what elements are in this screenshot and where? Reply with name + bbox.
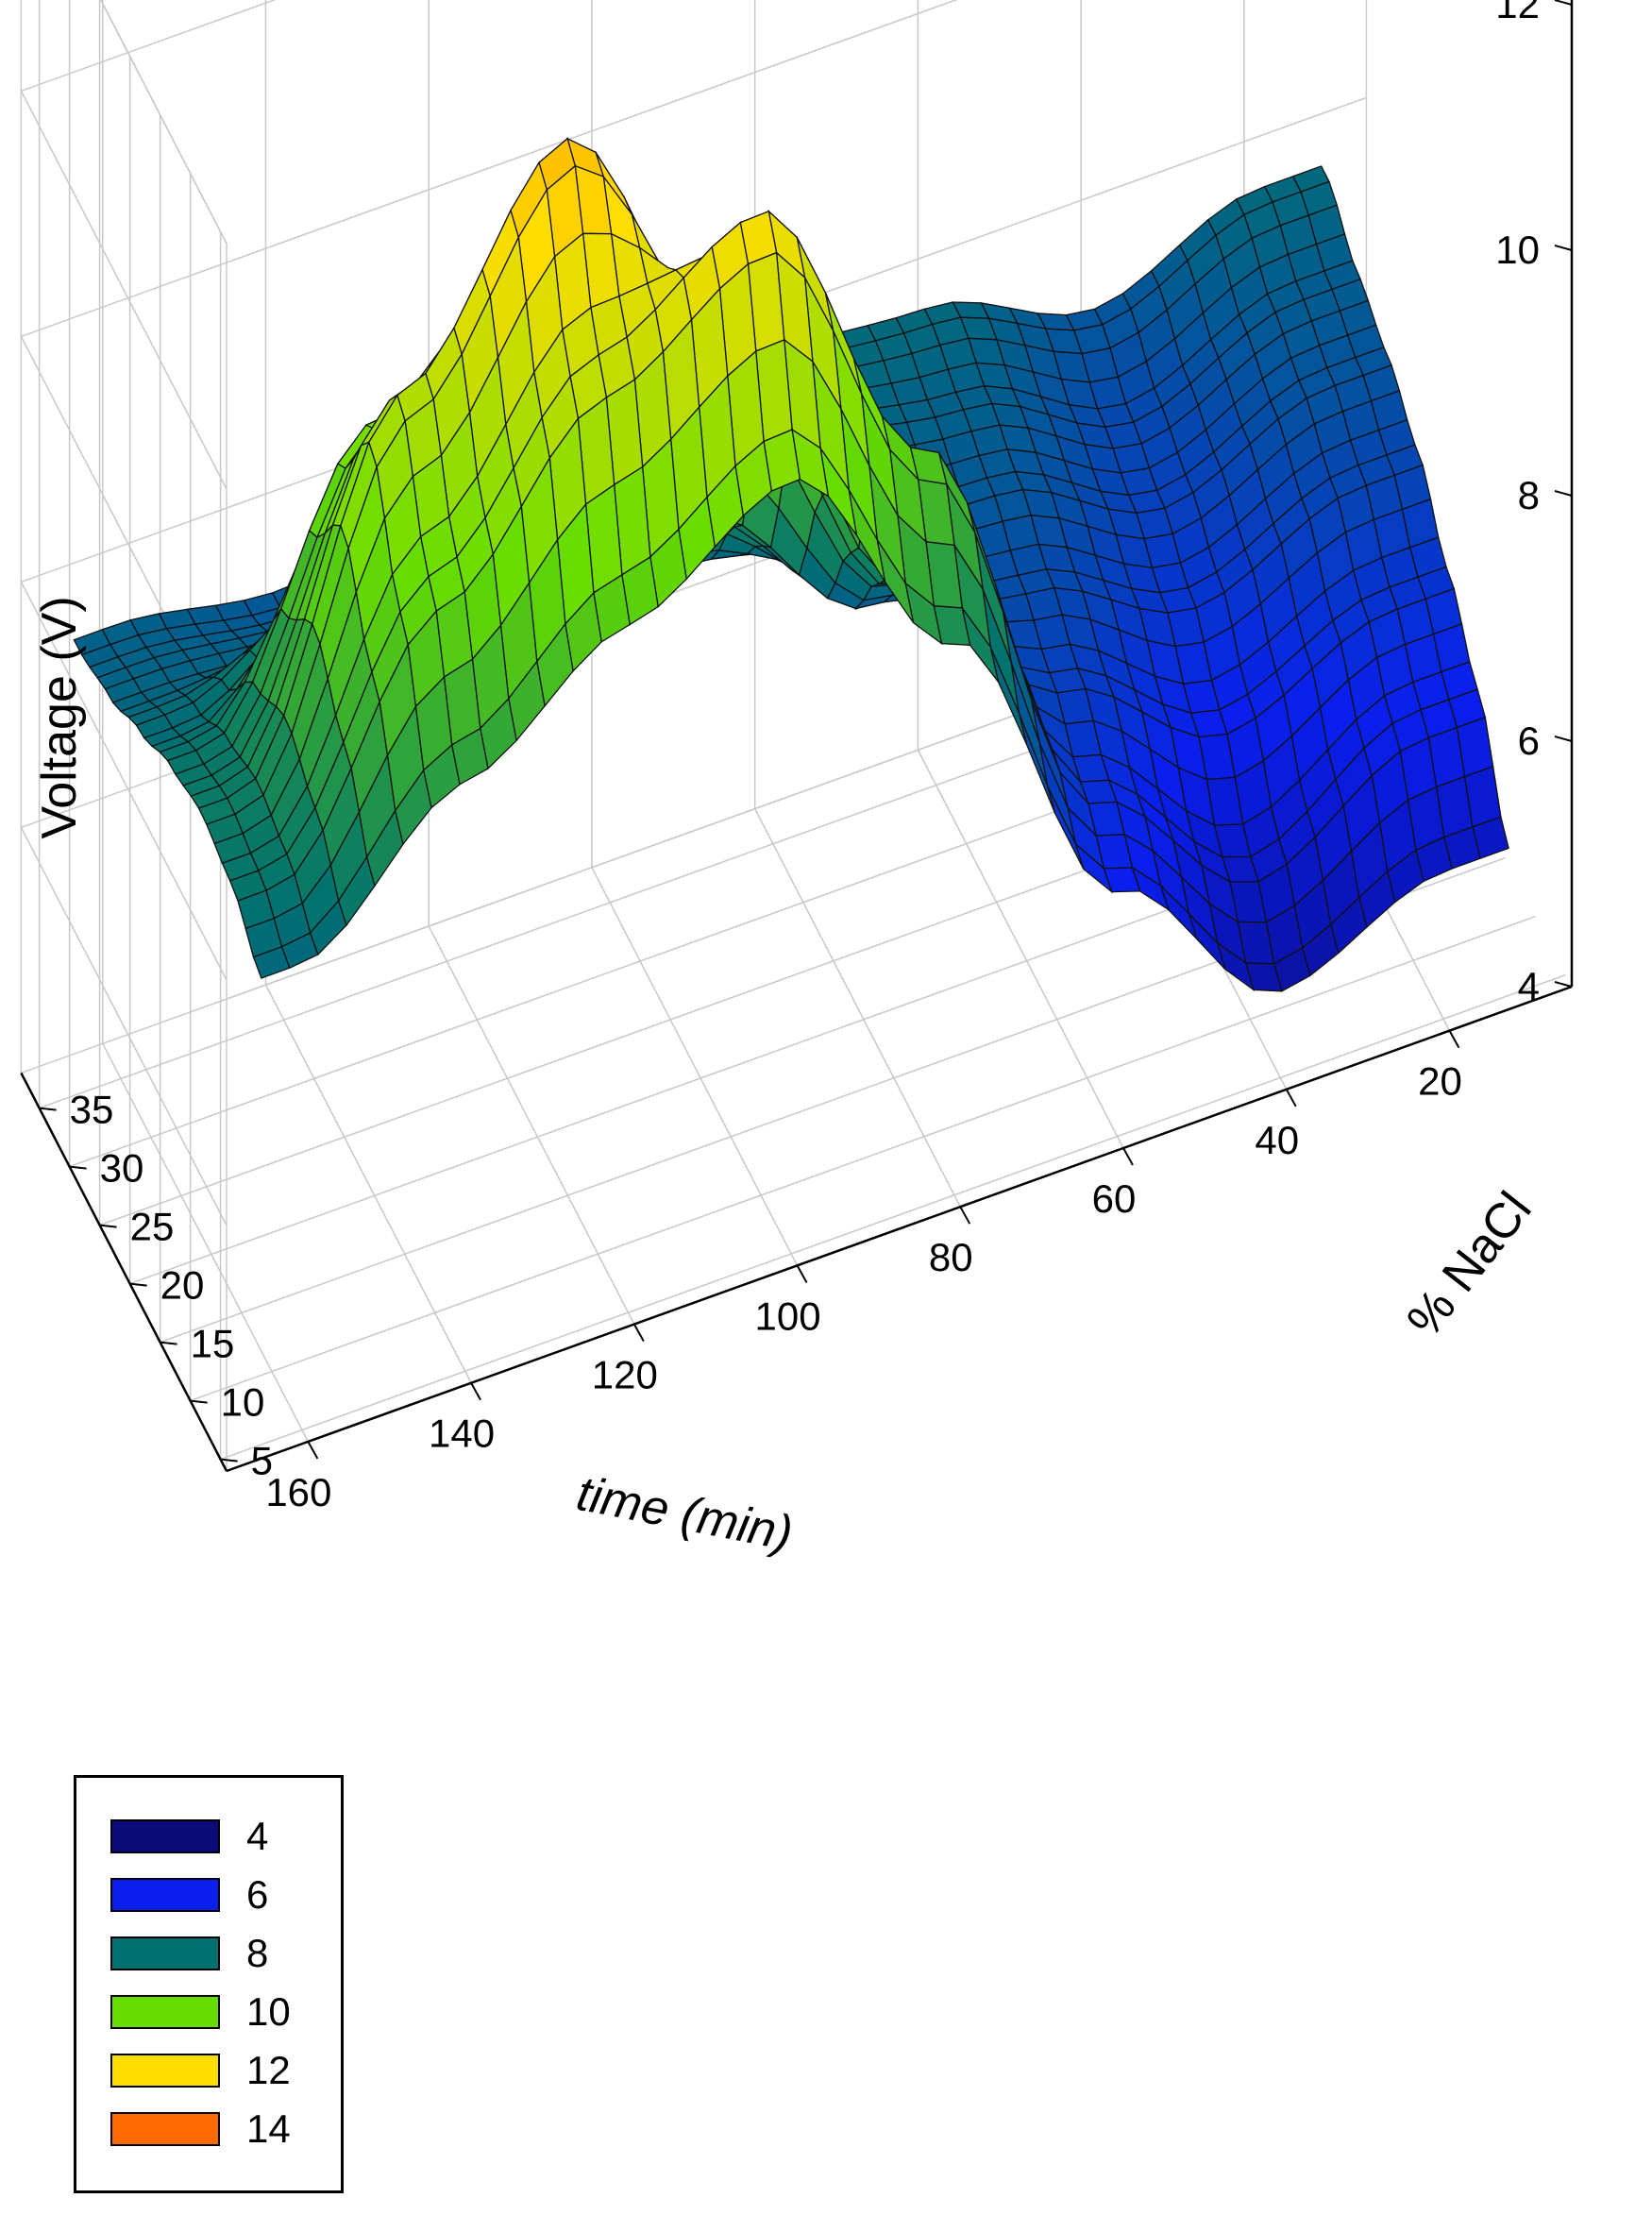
legend-item: 14 bbox=[110, 2106, 291, 2151]
x-tick-mark bbox=[796, 1264, 808, 1283]
surface-cell bbox=[252, 945, 291, 979]
legend-swatch bbox=[110, 2054, 220, 2088]
legend-label: 8 bbox=[246, 1931, 269, 1975]
z-tick-label: 6 bbox=[1518, 719, 1540, 763]
x-tick-label: 120 bbox=[592, 1353, 658, 1397]
z-tick-label: 8 bbox=[1518, 473, 1540, 517]
y-tick-mark bbox=[69, 1165, 87, 1170]
x-axis-line bbox=[226, 985, 1573, 1473]
floor-grid-time bbox=[102, 1042, 310, 1443]
z-tick-mark bbox=[1554, 245, 1573, 251]
y-axis-label: % NaCl bbox=[1396, 1182, 1542, 1347]
y-tick-mark bbox=[190, 1399, 208, 1404]
y-tick-label: 35 bbox=[70, 1088, 114, 1132]
x-tick-label: 160 bbox=[265, 1470, 331, 1514]
legend-label: 10 bbox=[246, 1989, 291, 2034]
legend: 4 6 8 10 12 14 bbox=[74, 1775, 344, 2193]
floor-grid-time bbox=[917, 750, 1124, 1149]
y-tick-label: 25 bbox=[130, 1205, 175, 1249]
x-tick-label: 40 bbox=[1255, 1118, 1299, 1162]
floor-grid-nacl bbox=[190, 915, 1536, 1402]
x-tick-label: 140 bbox=[429, 1412, 495, 1456]
z-tick-label: 4 bbox=[1518, 964, 1540, 1008]
y-tick-mark bbox=[39, 1107, 57, 1111]
legend-swatch bbox=[110, 1995, 220, 2029]
legend-item: 12 bbox=[110, 2048, 291, 2092]
y-tick-mark bbox=[220, 1458, 238, 1463]
z-tick-label: 12 bbox=[1495, 0, 1540, 26]
y-tick-mark bbox=[160, 1341, 177, 1345]
surface-mesh bbox=[73, 137, 1509, 992]
z-tick-mark bbox=[1554, 0, 1573, 6]
x-tick-label: 20 bbox=[1418, 1059, 1462, 1104]
z-tick-mark bbox=[1554, 736, 1573, 742]
legend-label: 14 bbox=[246, 2106, 291, 2151]
x-tick-label: 100 bbox=[755, 1293, 821, 1338]
x-tick-mark bbox=[632, 1324, 645, 1343]
wall-grid-voltage bbox=[21, 0, 277, 93]
y-tick-label: 10 bbox=[221, 1380, 265, 1425]
axis-lines bbox=[20, 0, 1574, 1473]
legend-label: 6 bbox=[246, 1872, 269, 1917]
x-tick-mark bbox=[1285, 1089, 1297, 1108]
floor-grid-time bbox=[428, 925, 635, 1325]
legend-item: 6 bbox=[110, 1872, 268, 1917]
floor-grid-nacl bbox=[220, 973, 1566, 1461]
x-axis-label: time (min) bbox=[572, 1466, 797, 1562]
z-tick-mark bbox=[1554, 981, 1573, 988]
x-tick-label: 60 bbox=[1092, 1176, 1137, 1221]
x-tick-mark bbox=[1448, 1030, 1460, 1049]
legend-item: 8 bbox=[110, 1931, 268, 1975]
wall-grid-voltage bbox=[99, 0, 228, 245]
z-tick-label: 10 bbox=[1495, 228, 1540, 272]
legend-label: 12 bbox=[246, 2048, 291, 2092]
x-tick-label: 80 bbox=[929, 1235, 973, 1279]
y-tick-labels: 5 10 15 20 25 30 35 bbox=[39, 1088, 273, 1483]
y-tick-mark bbox=[99, 1224, 117, 1228]
y-tick-label: 20 bbox=[160, 1263, 205, 1308]
floor-grid-time bbox=[591, 867, 799, 1266]
legend-label: 4 bbox=[246, 1814, 269, 1858]
legend-swatch bbox=[110, 1878, 220, 1912]
y-tick-mark bbox=[129, 1282, 147, 1287]
wall-grid-voltage bbox=[21, 0, 958, 338]
legend-swatch bbox=[110, 1819, 220, 1853]
wall-grid-voltage bbox=[20, 91, 228, 490]
floor-grid-time bbox=[754, 808, 961, 1208]
x-tick-mark bbox=[959, 1206, 971, 1225]
y-tick-label: 30 bbox=[100, 1146, 144, 1191]
y-tick-label: 15 bbox=[191, 1322, 235, 1366]
x-tick-labels: 20 40 60 80 100 120 140 160 bbox=[265, 1030, 1462, 1514]
y-axis-line bbox=[20, 1072, 228, 1472]
x-tick-mark bbox=[307, 1441, 319, 1460]
wall-grid-voltage bbox=[20, 827, 228, 1226]
y-tick-label: 5 bbox=[251, 1439, 273, 1483]
legend-item: 10 bbox=[110, 1989, 291, 2034]
z-axis-label: Voltage (V) bbox=[32, 596, 87, 838]
legend-swatch bbox=[110, 1936, 220, 1970]
x-tick-mark bbox=[470, 1382, 481, 1401]
floor-grid-time bbox=[264, 984, 472, 1384]
legend-item: 4 bbox=[110, 1814, 268, 1858]
legend-swatch bbox=[110, 2112, 220, 2146]
wall-grid-voltage bbox=[20, 582, 228, 981]
z-tick-mark bbox=[1554, 490, 1573, 497]
x-tick-mark bbox=[1122, 1147, 1134, 1166]
